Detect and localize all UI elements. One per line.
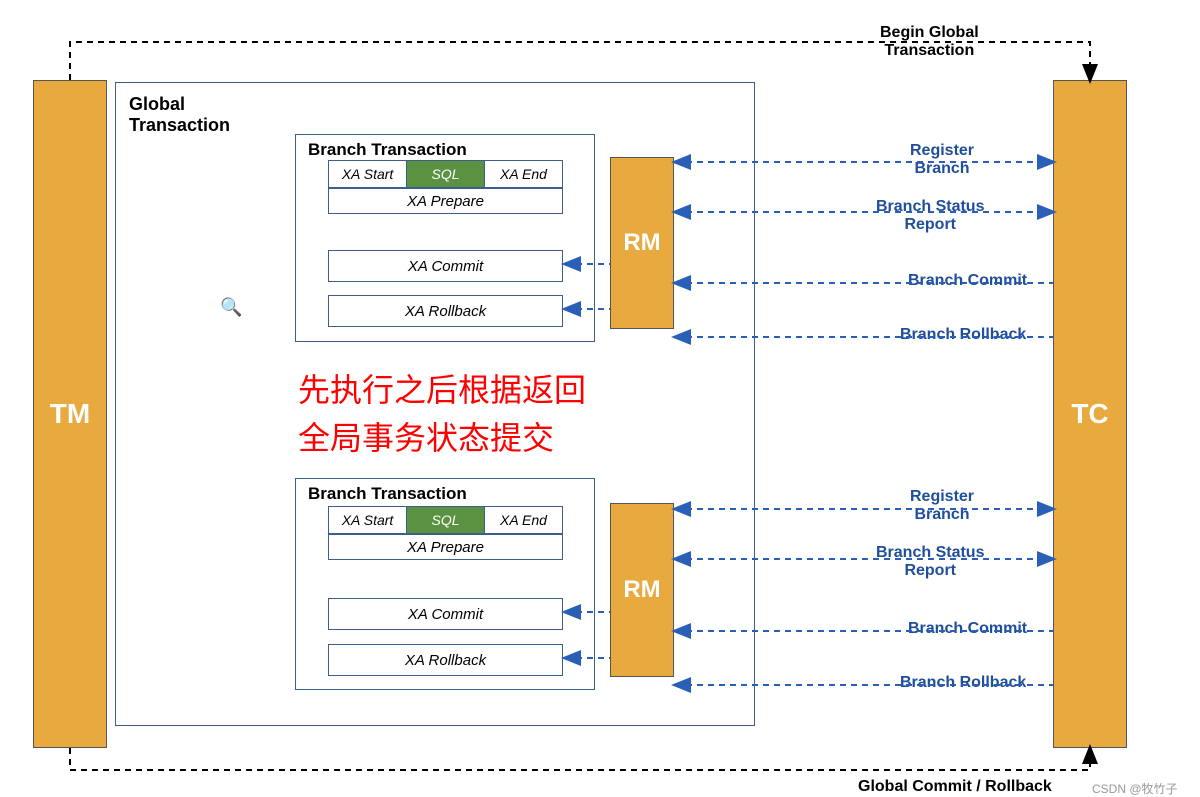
flow-label: Branch Commit (908, 620, 1027, 638)
flow-label: Branch Rollback (900, 674, 1026, 692)
flow-label: Branch StatusReport (876, 544, 984, 580)
global-commit-rollback-label: Global Commit / Rollback (858, 778, 1052, 796)
xa-rollback-row: XA Rollback (328, 295, 563, 327)
xa-cell: XA Start (329, 507, 407, 533)
flow-label: Branch Commit (908, 272, 1027, 290)
xa-rollback-row: XA Rollback (328, 644, 563, 676)
tc-label: TC (1071, 398, 1108, 430)
branch-transaction-title: Branch Transaction (308, 140, 467, 160)
tm-box: TM (33, 80, 107, 748)
xa-prepare-row: XA Prepare (328, 534, 563, 560)
sql-cell: SQL (407, 507, 485, 533)
tc-box: TC (1053, 80, 1127, 748)
flow-label: RegisterBranch (910, 142, 974, 178)
diagram-root: TM TC GlobalTransaction Branch Transacti… (0, 0, 1200, 797)
flow-label: Branch StatusReport (876, 198, 984, 234)
annotation-text: 先执行之后根据返回全局事务状态提交 (298, 366, 586, 462)
magnifier-cursor-icon: 🔍 (220, 297, 242, 318)
begin-global-transaction-label: Begin GlobalTransaction (880, 24, 979, 60)
xa-commit-row: XA Commit (328, 598, 563, 630)
global-transaction-title: GlobalTransaction (129, 94, 230, 136)
flow-label: RegisterBranch (910, 488, 974, 524)
watermark: CSDN @牧竹子 (1092, 780, 1178, 797)
xa-cell: XA End (485, 161, 562, 187)
flow-label: Branch Rollback (900, 326, 1026, 344)
xa-prepare-row: XA Prepare (328, 188, 563, 214)
rm-box: RM (610, 157, 674, 329)
xa-commit-row: XA Commit (328, 250, 563, 282)
xa-phase-row: XA StartSQLXA End (328, 160, 563, 188)
branch-transaction-title: Branch Transaction (308, 484, 467, 504)
xa-phase-row: XA StartSQLXA End (328, 506, 563, 534)
xa-cell: XA End (485, 507, 562, 533)
sql-cell: SQL (407, 161, 485, 187)
rm-box: RM (610, 503, 674, 677)
xa-cell: XA Start (329, 161, 407, 187)
tm-label: TM (50, 398, 90, 430)
